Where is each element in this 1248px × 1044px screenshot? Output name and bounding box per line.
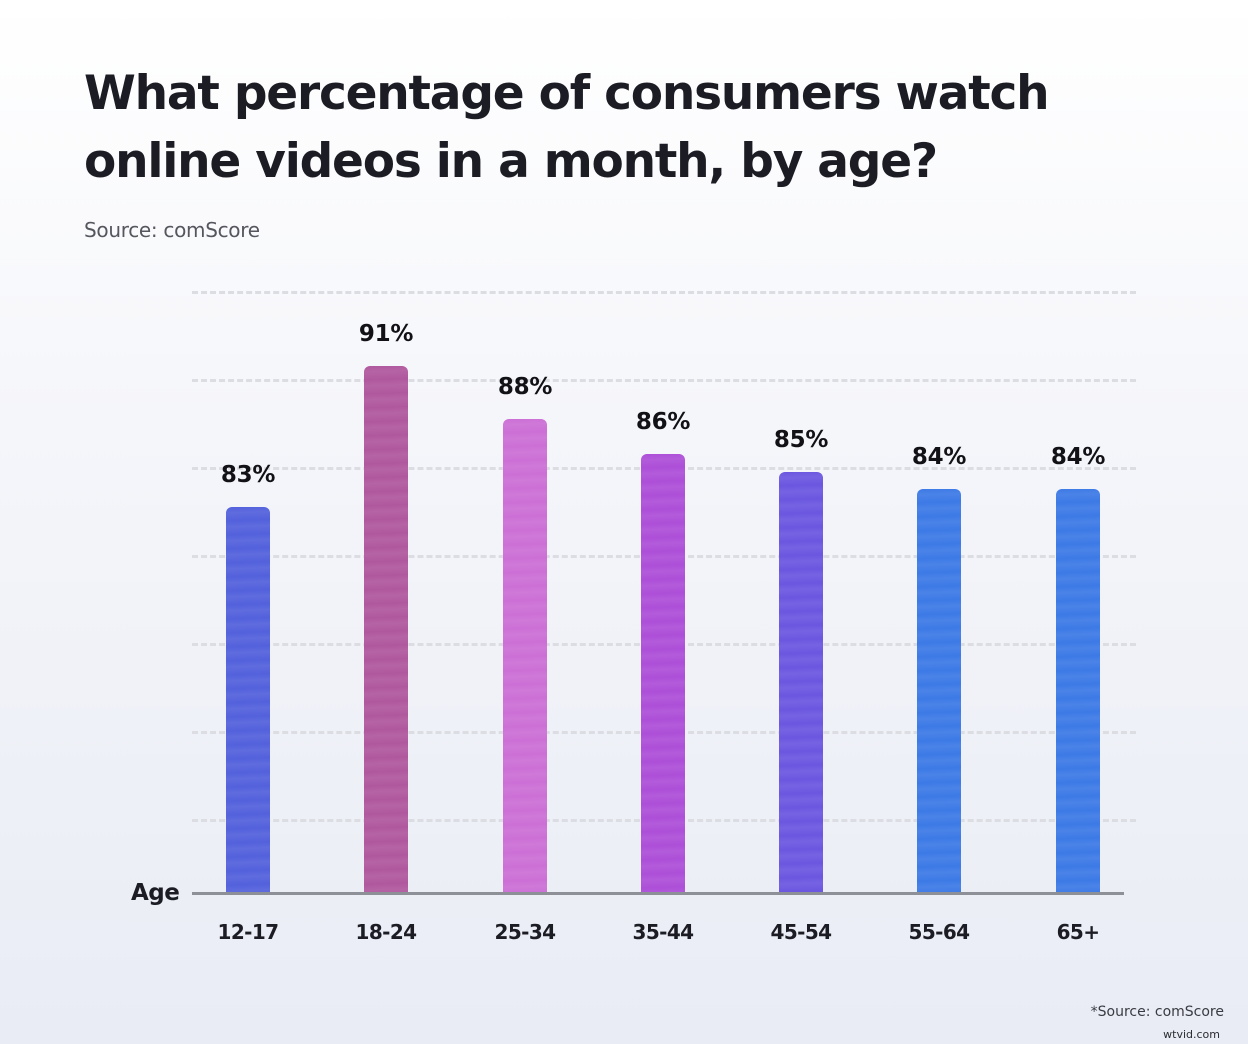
x-axis-label: Age <box>131 880 180 906</box>
gridline <box>192 291 1136 294</box>
x-tick-label: 18-24 <box>355 920 418 944</box>
bar-texture <box>503 419 547 894</box>
bar-texture <box>1056 489 1100 894</box>
bar-texture <box>364 366 408 894</box>
bar-18-24 <box>364 366 408 894</box>
bar-12-17 <box>226 507 270 894</box>
bar-texture <box>917 489 961 894</box>
footnote-source: *Source: comScore <box>1090 1004 1224 1020</box>
value-label: 86% <box>635 409 691 436</box>
bar-texture <box>641 454 685 894</box>
x-axis-line <box>192 892 1124 895</box>
x-tick-label: 12-17 <box>217 920 280 944</box>
x-tick-label: 35-44 <box>632 920 695 944</box>
x-tick-label: 45-54 <box>770 920 833 944</box>
value-label: 84% <box>911 444 967 471</box>
value-label: 84% <box>1050 444 1106 471</box>
bar-25-34 <box>503 419 547 894</box>
value-label: 88% <box>497 374 553 400</box>
value-label: 85% <box>773 426 829 453</box>
value-label: 83% <box>220 462 276 488</box>
x-tick-label: 25-34 <box>494 920 557 944</box>
bar-texture <box>779 471 823 894</box>
chart-title: What percentage of consumers watch onlin… <box>84 66 1050 189</box>
watermark: wtvid.com <box>1163 1028 1220 1041</box>
bar-45-54 <box>779 471 823 894</box>
x-tick-label: 65+ <box>1056 920 1100 944</box>
bar-55-64 <box>917 489 961 894</box>
bar-65+ <box>1056 489 1100 894</box>
chart-subtitle: Source: comScore <box>84 218 260 242</box>
bar-35-44 <box>641 454 685 894</box>
gridline <box>192 379 1136 382</box>
x-tick-label: 55-64 <box>908 920 971 944</box>
bar-texture <box>226 507 270 894</box>
value-label: 91% <box>358 321 414 348</box>
